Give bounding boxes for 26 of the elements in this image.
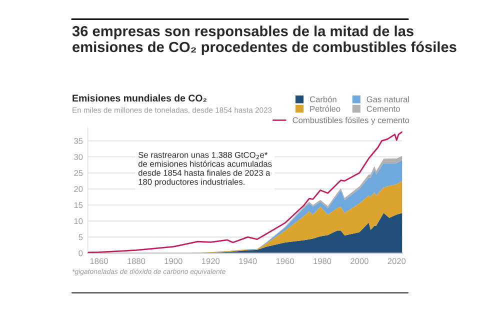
x-tick-label: 1980 [314, 258, 332, 264]
legend-label: Gas natural [366, 96, 409, 102]
chart-title: 36 empresas son responsables de la mitad de las emisiones de CO₂ procedentes de combustibles fósiles [72, 26, 456, 56]
y-tick-label: 20 [74, 186, 83, 192]
x-tick-label: 1880 [128, 258, 146, 264]
y-tick-label: 5 [78, 234, 83, 240]
line-series [88, 131, 402, 254]
y-tick-label: 0 [78, 250, 83, 256]
legend-label: Combustibles fósiles y cemento [292, 116, 410, 125]
chart-subtitle: Emisiones mundiales de CO₂ [72, 94, 207, 102]
y-tick-label: 10 [74, 218, 83, 224]
x-tick-label: 1920 [202, 258, 220, 264]
legend-label: Carbón [310, 96, 336, 102]
y-tick-label: 15 [74, 202, 83, 208]
y-tick-label: 30 [74, 154, 83, 160]
x-tick-label: 2020 [388, 258, 406, 264]
legend-label: Petróleo [310, 106, 340, 112]
legend-label: Cemento [366, 106, 400, 112]
annotation: Se rastrearon unas 1.388 GtCO$_{2}$e* de emisiones históricas acumuladas desde 1854 hasta finales de 2023 a 180 productores industriales. [138, 152, 272, 186]
x-tick-label: 2000 [350, 258, 368, 264]
y-tick-label: 35 [74, 138, 83, 144]
y-tick-label: 25 [74, 170, 83, 176]
x-tick-label: 1900 [164, 258, 182, 264]
x-tick-label: 1860 [90, 258, 108, 264]
x-tick-label: 1940 [239, 258, 257, 264]
x-tick-label: 1960 [276, 258, 294, 264]
